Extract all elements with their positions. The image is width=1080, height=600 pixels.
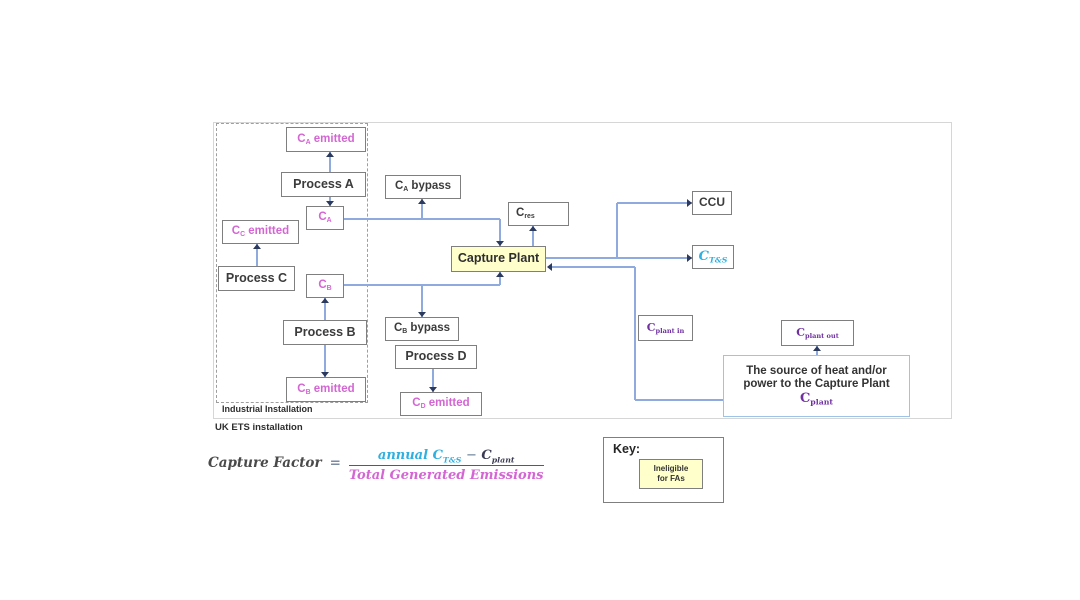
flow-line-heat-riser: [634, 267, 636, 400]
arrow-up-icon: [813, 346, 821, 351]
flow-line-processB-to-cbEmitted: [324, 345, 326, 377]
cb-bypass-box: CB bypass: [385, 317, 459, 341]
box-label: Process A: [293, 176, 354, 191]
arrow-up-icon: [321, 298, 329, 303]
uk-ets-boundary: [213, 122, 952, 419]
arrow-left-icon: [547, 263, 552, 271]
c-res-box: Cres: [508, 202, 569, 226]
box-label: CA: [318, 211, 332, 225]
capture-factor-formula: Capture Factor = annual CT&S − Cplant To…: [208, 444, 544, 483]
box-label: Cplant in: [646, 320, 685, 335]
swatch-label-line2: for FAs: [657, 474, 685, 483]
flow-line-cb-to-capture: [499, 272, 501, 285]
key-title: Key:: [613, 442, 641, 456]
box-label: CC emitted: [231, 225, 290, 239]
swatch-label-line1: Ineligible: [653, 464, 689, 474]
formula-numerator: annual CT&S − Cplant: [377, 448, 515, 465]
cd-emitted-box: CD emitted: [400, 392, 482, 416]
flow-line-to-cbBypass: [421, 285, 423, 317]
c-ts-box: CT&S: [692, 245, 734, 269]
box-label: CB emitted: [297, 382, 355, 396]
c-plant-in-box: Cplant in: [638, 315, 693, 341]
flow-line-processB-to-cb: [324, 298, 326, 320]
flow-line-heat-to-riser: [635, 399, 723, 401]
arrow-right-icon: [687, 199, 692, 207]
arrow-down-icon: [418, 312, 426, 317]
box-label: CT&S: [698, 248, 728, 265]
ca-emitted-box: CA emitted: [286, 127, 366, 152]
flow-line-to-caBypass: [421, 199, 423, 219]
box-label: Cres: [516, 207, 535, 221]
arrow-up-icon: [418, 199, 426, 204]
box-label: CB bypass: [393, 322, 451, 336]
heat-source-line1: The source of heat and/or: [746, 365, 887, 378]
box-label: Process D: [405, 349, 467, 364]
process-c-box: Process C: [218, 266, 295, 291]
arrow-down-icon: [321, 372, 329, 377]
formula-denominator: Total Generated Emissions: [348, 467, 544, 483]
arrow-up-icon: [529, 226, 537, 231]
flow-line-branch-to-ccu: [616, 203, 618, 258]
box-label: CD emitted: [412, 397, 470, 411]
arrow-up-icon: [253, 244, 261, 249]
flow-line-to-ccu: [617, 202, 692, 204]
ccu-box: CCU: [692, 191, 732, 215]
box-label: Process C: [225, 270, 288, 285]
arrow-down-icon: [496, 241, 504, 246]
key-legend: Key: Ineligible for FAs: [603, 437, 724, 503]
arrow-up-icon: [496, 272, 504, 277]
flow-line-capture-to-cts: [546, 257, 692, 259]
heat-source-line2: power to the Capture Plant: [743, 377, 890, 390]
formula-fraction: annual CT&S − Cplant Total Generated Emi…: [348, 444, 544, 483]
fraction-bar: [348, 464, 544, 466]
formula-lhs: Capture Factor: [208, 455, 322, 472]
arrow-down-icon: [429, 387, 437, 392]
ca-box: CA: [306, 206, 344, 230]
flow-line-cb-trunk: [344, 284, 500, 286]
box-label: CA bypass: [394, 180, 452, 194]
box-label: Cplant out: [796, 325, 839, 340]
formula-equals: =: [329, 455, 341, 472]
process-d-box: Process D: [395, 345, 477, 369]
flow-line-processC-to-ccEmitted: [256, 244, 258, 266]
box-label: CA emitted: [297, 132, 355, 146]
cc-emitted-box: CC emitted: [222, 220, 299, 244]
c-plant-label: Cplant: [799, 391, 834, 407]
c-plant-out-box: Cplant out: [781, 320, 854, 346]
cb-emitted-box: CB emitted: [286, 377, 366, 402]
uk-ets-installation-label: UK ETS installation: [215, 422, 303, 433]
box-label: CCU: [699, 195, 725, 210]
flow-line-processD-to-cdEmitted: [432, 369, 434, 392]
arrow-right-icon: [687, 254, 692, 262]
flow-line-plantIn-to-capture: [548, 266, 635, 268]
flow-line-capture-to-cres: [532, 226, 534, 246]
flow-line-ca-to-capture: [499, 219, 501, 246]
arrow-down-icon: [326, 201, 334, 206]
heat-source-box: The source of heat and/or power to the C…: [723, 355, 910, 417]
process-a-box: Process A: [281, 172, 366, 197]
arrow-up-icon: [326, 152, 334, 157]
box-label: Process B: [294, 324, 356, 339]
capture-plant-box: Capture Plant: [451, 246, 546, 272]
ca-bypass-box: CA bypass: [385, 175, 461, 199]
process-b-box: Process B: [283, 320, 367, 345]
cb-box: CB: [306, 274, 344, 298]
box-label: CB: [318, 279, 332, 293]
flow-line-processA-to-caEmitted: [329, 152, 331, 172]
ineligible-for-fas-swatch: Ineligible for FAs: [639, 459, 703, 489]
industrial-installation-label: Industrial Installation: [222, 404, 313, 414]
industrial-installation-boundary: [216, 123, 368, 403]
box-label: Capture Plant: [457, 251, 540, 266]
